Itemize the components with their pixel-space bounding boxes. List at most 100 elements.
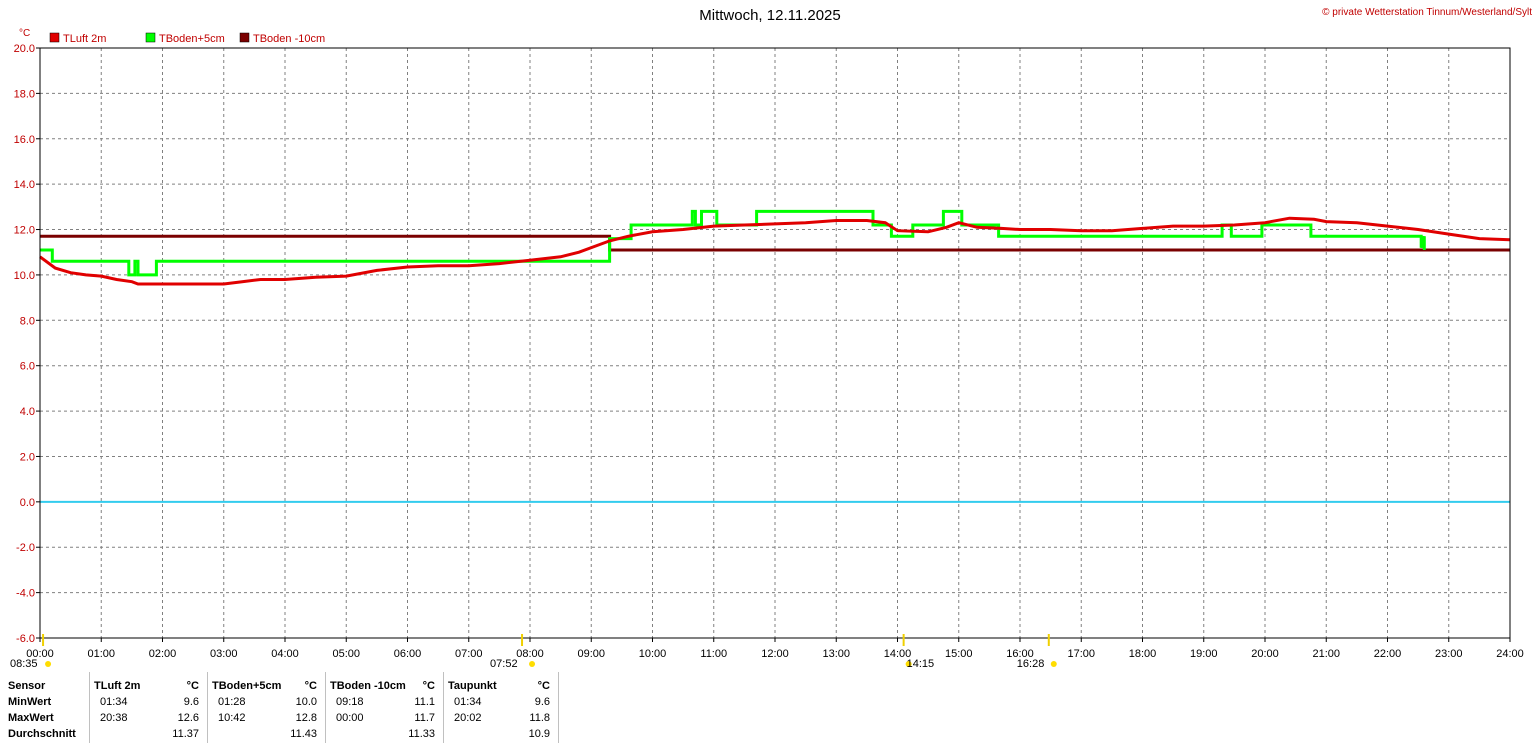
stats-value: 12.6 xyxy=(177,712,199,724)
legend-label-tboden10: TBoden -10cm xyxy=(253,33,325,45)
sun-markers: 08:35 07:52 14:15 16:28 xyxy=(10,634,1057,670)
statistics-table: Sensor MinWert MaxWert Durchschnitt TLuf… xyxy=(0,672,560,743)
stats-value: 11.33 xyxy=(408,728,435,740)
x-tick-label: 22:00 xyxy=(1374,648,1402,660)
series-line-tboden-5cm xyxy=(40,209,1426,277)
y-tick-label: 18.0 xyxy=(14,88,35,100)
stats-row-label-avg: Durchschnitt xyxy=(8,728,76,740)
x-tick-label: 23:00 xyxy=(1435,648,1463,660)
sun-icon xyxy=(529,661,536,667)
stats-value: 9.6 xyxy=(534,696,550,708)
grid xyxy=(39,47,1511,639)
x-tick-label: 17:00 xyxy=(1067,648,1095,660)
y-tick-label: 0.0 xyxy=(20,497,35,509)
sun-time-label: 16:28 xyxy=(1017,658,1045,670)
legend-swatch-tboden5 xyxy=(145,32,156,43)
stats-sensor-header: Sensor xyxy=(8,680,46,692)
legend: TLuft 2m TBoden+5cm TBoden -10cm xyxy=(49,32,325,45)
stats-unit: °C xyxy=(186,680,199,692)
stats-header: TLuft 2m xyxy=(94,680,141,692)
y-tick-label: 16.0 xyxy=(14,134,35,146)
plot-frame xyxy=(39,47,1511,639)
sun-icon xyxy=(1050,661,1057,667)
legend-swatch-tluft xyxy=(49,32,60,43)
y-axis-ticks: 20.0 18.0 16.0 14.0 12.0 10.0 8.0 6.0 4.0 2.0 0.0 -… xyxy=(14,43,40,645)
x-tick-label: 10:00 xyxy=(639,648,667,660)
x-tick-label: 19:00 xyxy=(1190,648,1218,660)
x-tick-label: 13:00 xyxy=(822,648,850,660)
stats-time: 20:02 xyxy=(454,712,482,724)
stats-time: 00:00 xyxy=(336,712,364,724)
stats-value: 11.37 xyxy=(172,728,199,740)
legend-swatch-tboden10 xyxy=(239,32,250,43)
stats-value: 11.43 xyxy=(290,728,317,740)
x-tick-label: 06:00 xyxy=(394,648,422,660)
series-line-tluft-2m xyxy=(39,216,1511,286)
x-tick-label: 20:00 xyxy=(1251,648,1279,660)
stats-value: 11.1 xyxy=(414,696,435,708)
x-tick-label: 01:00 xyxy=(87,648,115,660)
y-tick-label: -6.0 xyxy=(16,633,35,645)
stats-time: 01:28 xyxy=(218,696,246,708)
x-tick-label: 08:00 xyxy=(516,648,544,660)
stats-column-tboden10: TBoden -10cm °C 09:18 11.1 00:00 11.7 11.33 xyxy=(326,672,444,743)
stats-column-tboden5: TBoden+5cm °C 01:28 10.0 10:42 12.8 11.43 xyxy=(208,672,326,743)
y-tick-label: 6.0 xyxy=(20,361,35,373)
x-tick-label: 03:00 xyxy=(210,648,238,660)
chart-title: Mittwoch, 12.11.2025 xyxy=(699,7,840,24)
x-tick-label: 21:00 xyxy=(1312,648,1340,660)
y-tick-label: 10.0 xyxy=(14,270,35,282)
stats-value: 11.7 xyxy=(414,712,435,724)
x-tick-label: 12:00 xyxy=(761,648,789,660)
stats-value: 11.8 xyxy=(529,712,550,724)
y-tick-label: 14.0 xyxy=(14,179,35,191)
legend-label-tboden5: TBoden+5cm xyxy=(159,33,225,45)
x-axis-ticks: 00:00 01:00 02:00 03:00 04:00 05:00 06:00 07:00… xyxy=(26,638,1524,660)
series-lines xyxy=(39,209,1511,286)
stats-column-tluft: TLuft 2m °C 01:34 9.6 20:38 12.6 11.37 xyxy=(90,672,208,743)
stats-label-column: Sensor MinWert MaxWert Durchschnitt xyxy=(0,672,90,743)
y-tick-label: 4.0 xyxy=(20,406,35,418)
stats-value: 9.6 xyxy=(183,696,199,708)
stats-row-label-min: MinWert xyxy=(8,696,52,708)
y-tick-label: 12.0 xyxy=(14,225,35,237)
stats-row-label-max: MaxWert xyxy=(8,712,54,724)
sun-time-label: 08:35 xyxy=(10,658,38,670)
sun-time-label: 07:52 xyxy=(490,658,518,670)
x-tick-label: 14:00 xyxy=(884,648,912,660)
x-tick-label: 15:00 xyxy=(945,648,973,660)
stats-unit: °C xyxy=(422,680,435,692)
x-tick-label: 04:00 xyxy=(271,648,299,660)
stats-time: 10:42 xyxy=(218,712,246,724)
stats-unit: °C xyxy=(537,680,550,692)
sun-icon xyxy=(45,661,52,667)
copyright-notice: © private Wetterstation Tinnum/Westerlan… xyxy=(1322,7,1532,18)
x-tick-label: 16:00 xyxy=(1006,648,1034,660)
y-tick-label: 2.0 xyxy=(20,451,35,463)
x-tick-label: 24:00 xyxy=(1496,648,1524,660)
x-tick-label: 07:00 xyxy=(455,648,483,660)
stats-time: 09:18 xyxy=(336,696,364,708)
stats-time: 01:34 xyxy=(454,696,482,708)
x-tick-label: 05:00 xyxy=(332,648,360,660)
y-axis-unit: °C xyxy=(19,28,30,39)
sun-icon xyxy=(905,661,912,667)
x-tick-label: 11:00 xyxy=(700,648,727,660)
sun-time-label: 14:15 xyxy=(907,658,935,670)
stats-time: 01:34 xyxy=(100,696,128,708)
stats-unit: °C xyxy=(304,680,317,692)
x-tick-label: 09:00 xyxy=(577,648,605,660)
stats-header: Taupunkt xyxy=(448,680,497,692)
stats-time: 20:38 xyxy=(100,712,128,724)
stats-column-taupunkt: Taupunkt °C 01:34 9.6 20:02 11.8 10.9 xyxy=(444,672,559,743)
temperature-chart: Mittwoch, 12.11.2025 © private Wettersta… xyxy=(10,7,1532,670)
stats-value: 12.8 xyxy=(295,712,317,724)
x-tick-label: 00:00 xyxy=(26,648,54,660)
stats-value: 10.0 xyxy=(295,696,317,708)
stats-value: 10.9 xyxy=(528,728,550,740)
x-tick-label: 02:00 xyxy=(149,648,177,660)
stats-header: TBoden -10cm xyxy=(330,680,406,692)
y-tick-label: -4.0 xyxy=(16,588,35,600)
y-tick-label: 8.0 xyxy=(20,315,35,327)
x-tick-label: 18:00 xyxy=(1129,648,1157,660)
